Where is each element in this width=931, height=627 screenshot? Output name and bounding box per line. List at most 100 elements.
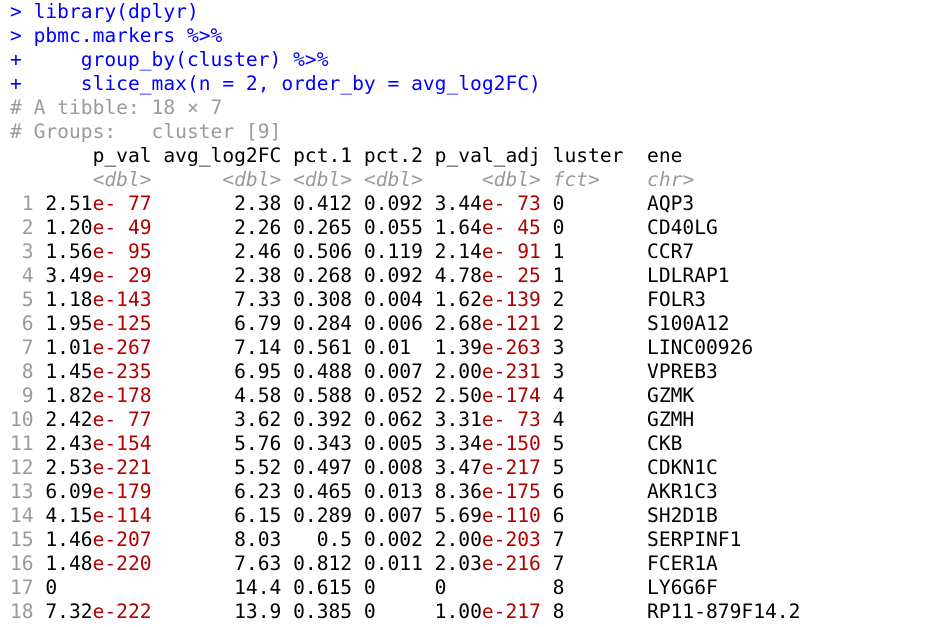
gene-value: GZMH — [635, 408, 695, 431]
avg-log2fc-value: 7.33 — [151, 288, 282, 311]
pct-1-value: 0.412 — [281, 192, 353, 215]
p-val-adj-mantissa: 2.00 — [422, 360, 482, 383]
p-val-adj-mantissa: 2.00 — [422, 528, 482, 551]
p-val-mantissa: 2.43 — [45, 432, 93, 455]
gene-value: LDLRAP1 — [635, 264, 730, 287]
cluster-value: 1 — [540, 264, 636, 287]
p-val-adj-exponent: e-150 — [481, 432, 541, 455]
p-val-adj-exponent: e-174 — [481, 384, 541, 407]
row-number: 2 — [10, 216, 34, 239]
p-val-adj-exponent: e-216 — [481, 552, 541, 575]
pct-2-value: 0.092 — [352, 192, 423, 215]
pct-1-value: 0.392 — [281, 408, 353, 431]
gap — [34, 216, 46, 239]
gap — [34, 528, 46, 551]
p-val-adj-mantissa: 4.78 — [422, 264, 482, 287]
p-val-adj-mantissa: 2.03 — [422, 552, 482, 575]
column-type-label: chr> — [635, 168, 789, 191]
row-number: 12 — [10, 456, 34, 479]
cluster-value: 6 — [540, 480, 636, 503]
p-val-adj-exponent: e- 91 — [481, 240, 541, 263]
gene-value: FOLR3 — [635, 288, 707, 311]
row-number: 4 — [10, 264, 34, 287]
gene-value: LINC00926 — [635, 336, 754, 359]
pct-1-value: 0.284 — [281, 312, 353, 335]
p-val-mantissa: 4.15 — [45, 504, 93, 527]
cluster-value: 4 — [540, 384, 636, 407]
pct-1-value: 0.615 — [281, 576, 353, 599]
pct-1-value: 0.308 — [281, 288, 353, 311]
avg-log2fc-value: 2.38 — [151, 264, 282, 287]
command-line-4: + slice_max(n = 2, order_by = avg_log2FC… — [10, 72, 925, 96]
pct-2-value: 0.052 — [352, 384, 423, 407]
command-line-3: + group_by(cluster) %>% — [10, 48, 925, 72]
table-row: 12 2.53e-221 5.52 0.497 0.008 3.47e-217 … — [10, 456, 925, 480]
pct-2-value: 0.092 — [352, 264, 423, 287]
row-number: 11 — [10, 432, 34, 455]
column-header-row: p_val avg_log2FC pct.1 pct.2 p_val_adj l… — [10, 144, 925, 168]
column-header-gene: ene — [635, 144, 789, 167]
command-line-2: > pbmc.markers %>% — [10, 24, 925, 48]
pct-1-value: 0.506 — [281, 240, 353, 263]
p-val-exponent: e-178 — [92, 384, 152, 407]
p-val-adj-exponent: e- 45 — [481, 216, 541, 239]
avg-log2fc-value: 6.15 — [151, 504, 282, 527]
p-val-mantissa: 2.53 — [45, 456, 93, 479]
p-val-exponent: e-125 — [92, 312, 152, 335]
gene-value: AKR1C3 — [635, 480, 718, 503]
p-val-adj-exponent: e-217 — [481, 456, 541, 479]
p-val-exponent: e-221 — [92, 456, 152, 479]
column-type-label: <dbl> — [151, 168, 282, 191]
table-row: 15 1.46e-207 8.03 0.5 0.002 2.00e-203 7 … — [10, 528, 925, 552]
table-row: 13 6.09e-179 6.23 0.465 0.013 8.36e-175 … — [10, 480, 925, 504]
row-number: 9 — [10, 384, 34, 407]
table-row: 2 1.20e- 49 2.26 0.265 0.055 1.64e- 45 0… — [10, 216, 925, 240]
gene-value: CD40LG — [635, 216, 718, 239]
column-type-label: <dbl> — [281, 168, 353, 191]
p-val-exponent: e-207 — [92, 528, 152, 551]
p-val-adj-exponent: e-175 — [481, 480, 541, 503]
p-val-mantissa: 1.48 — [45, 552, 93, 575]
r-console-output: > library(dplyr) > pbmc.markers %>% + gr… — [10, 0, 925, 624]
p-val-mantissa: 2.42 — [45, 408, 93, 431]
p-val-adj-exponent: e-203 — [481, 528, 541, 551]
gap — [34, 576, 46, 599]
gap — [34, 192, 46, 215]
p-val-exponent: e-143 — [92, 288, 152, 311]
gene-value: FCER1A — [635, 552, 718, 575]
pct-2-value: 0.002 — [352, 528, 423, 551]
pct-2-value: 0.013 — [352, 480, 423, 503]
p-val-mantissa: 1.18 — [45, 288, 93, 311]
table-row: 18 7.32e-222 13.9 0.385 0 1.00e-217 8 RP… — [10, 600, 925, 624]
p-val-adj-exponent: e- 25 — [481, 264, 541, 287]
p-val-mantissa: 1.20 — [45, 216, 93, 239]
p-val-mantissa: 1.46 — [45, 528, 93, 551]
cluster-value: 3 — [540, 360, 636, 383]
cluster-value: 5 — [540, 432, 636, 455]
command-code: pbmc.markers %>% — [21, 24, 223, 47]
row-number: 6 — [10, 312, 34, 335]
avg-log2fc-value: 6.79 — [151, 312, 282, 335]
pct-2-value: 0.007 — [352, 504, 423, 527]
pct-1-value: 0.343 — [281, 432, 353, 455]
table-row: 17 0 14.4 0.615 0 0 8 LY6G6F — [10, 576, 925, 600]
pct-2-value: 0.055 — [352, 216, 423, 239]
table-row: 5 1.18e-143 7.33 0.308 0.004 1.62e-139 2… — [10, 288, 925, 312]
gene-value: RP11-879F14.2 — [635, 600, 801, 623]
p-val-mantissa: 7.32 — [45, 600, 93, 623]
p-val-adj-mantissa: 2.68 — [422, 312, 482, 335]
pct-2-value: 0 — [352, 576, 423, 599]
row-number: 3 — [10, 240, 34, 263]
p-val-adj-exponent: e-263 — [481, 336, 541, 359]
p-val-adj-mantissa: 3.47 — [422, 456, 482, 479]
p-val-mantissa: 3.49 — [45, 264, 93, 287]
p-val-adj-mantissa: 8.36 — [422, 480, 482, 503]
p-val-exponent: e-220 — [92, 552, 152, 575]
column-type-label: <dbl> — [422, 168, 541, 191]
avg-log2fc-value: 7.63 — [151, 552, 282, 575]
gap — [34, 408, 46, 431]
p-val-exponent: e- 29 — [92, 264, 152, 287]
gene-value: SH2D1B — [635, 504, 718, 527]
table-row: 10 2.42e- 77 3.62 0.392 0.062 3.31e- 73 … — [10, 408, 925, 432]
gap — [34, 336, 46, 359]
